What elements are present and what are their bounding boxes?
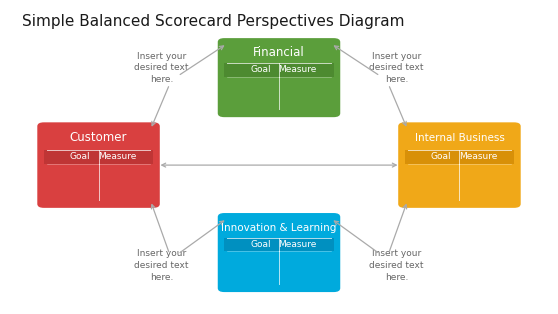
Bar [224,63,334,77]
Text: Measure: Measure [459,152,497,161]
Bar [224,238,334,252]
Text: Insert your
desired text
here.: Insert your desired text here. [369,249,424,282]
FancyBboxPatch shape [218,38,340,117]
FancyBboxPatch shape [398,122,521,208]
Text: Goal: Goal [250,66,271,74]
Bar [44,149,153,164]
Text: Insert your
desired text
here.: Insert your desired text here. [369,51,424,84]
Text: Simple Balanced Scorecard Perspectives Diagram: Simple Balanced Scorecard Perspectives D… [22,14,405,30]
Text: Innovation & Learning: Innovation & Learning [222,223,336,233]
FancyBboxPatch shape [218,213,340,292]
Text: Customer: Customer [70,131,127,144]
Text: Goal: Goal [250,241,271,249]
Text: Measure: Measure [278,66,317,74]
Text: Insert your
desired text
here.: Insert your desired text here. [134,51,189,84]
Text: Measure: Measure [98,152,136,161]
Text: Internal Business: Internal Business [415,133,504,143]
Text: Measure: Measure [278,241,317,249]
Text: Financial: Financial [253,46,305,59]
Text: Insert your
desired text
here.: Insert your desired text here. [134,249,189,282]
Bar [405,149,514,164]
Text: Goal: Goal [431,152,451,161]
Text: Goal: Goal [70,152,90,161]
FancyBboxPatch shape [37,122,160,208]
